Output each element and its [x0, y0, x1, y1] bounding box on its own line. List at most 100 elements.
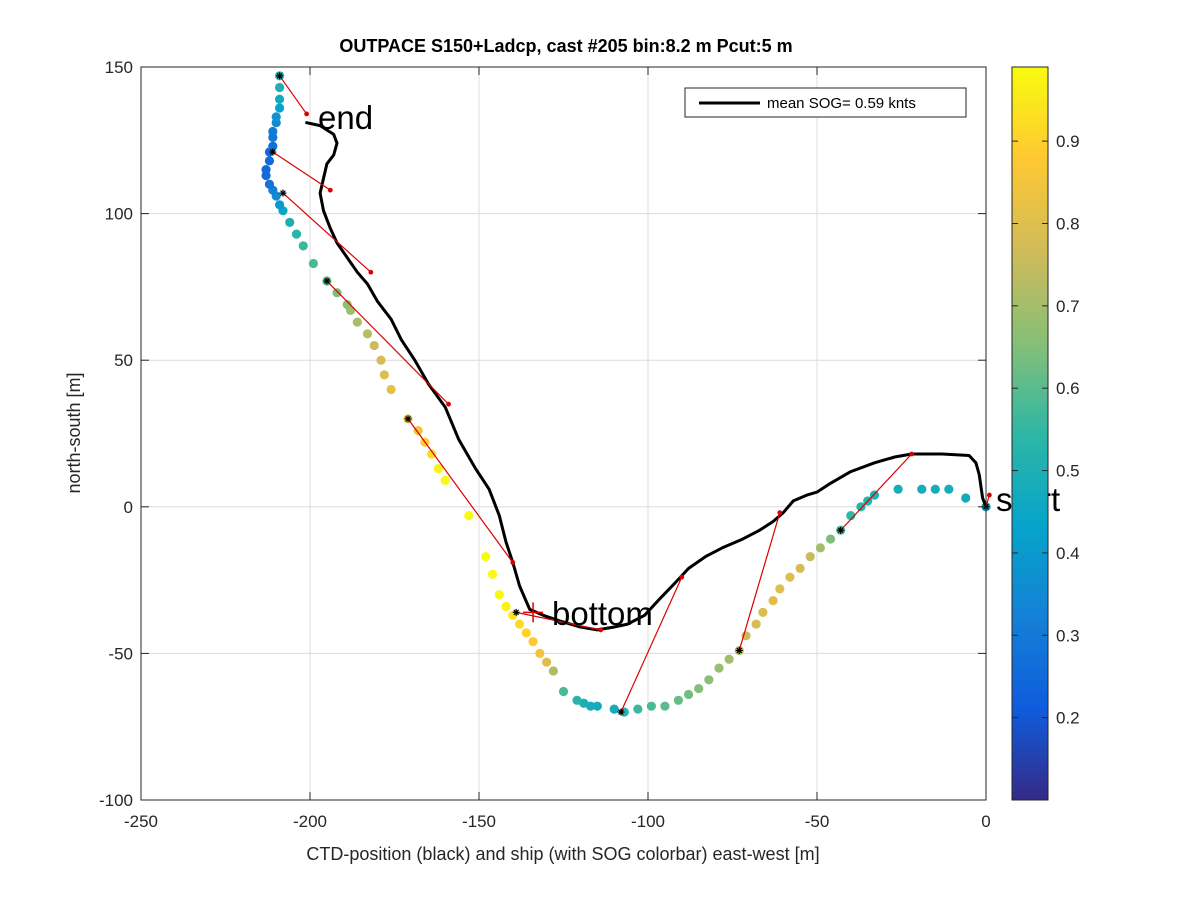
ship-point [274, 200, 285, 210]
y-tick-label: 0 [124, 498, 133, 517]
ship-point [271, 112, 281, 122]
ship-marker-stroke [269, 149, 276, 155]
connector-line [282, 192, 372, 273]
annotation-end: end [318, 99, 373, 136]
ship-point [487, 569, 498, 579]
y-axis: -100 -50 0 50 100 150 [99, 58, 986, 810]
ship-point [856, 502, 866, 512]
ship-point [572, 695, 582, 705]
ship-point [464, 510, 474, 521]
ship-point [342, 299, 352, 310]
ship-marker-stroke [618, 709, 624, 715]
ship-point [785, 572, 795, 582]
y-axis-label: north-south [m] [64, 372, 84, 493]
ship-point [298, 241, 308, 251]
ship-point [274, 94, 285, 104]
ship-marker-stroke [837, 527, 844, 534]
ship-marker [617, 708, 625, 716]
plot-frame [140, 66, 987, 801]
ship-point [694, 683, 704, 694]
connector-endpoint [909, 451, 915, 457]
legend-entry-label: mean SOG= 0.59 knts [767, 95, 916, 112]
colorbar-tick-label: 0.3 [1056, 626, 1080, 645]
ship-point [751, 619, 761, 629]
ship-point [592, 701, 602, 711]
ship-point [917, 484, 927, 494]
ship-point [427, 449, 437, 459]
x-axis-label: CTD-position (black) and ship (with SOG … [306, 844, 819, 864]
ship-point [775, 584, 785, 594]
ship-point [413, 425, 423, 436]
legend: mean SOG= 0.59 knts [684, 87, 967, 118]
connector-line [326, 280, 450, 405]
ship-point [609, 704, 619, 714]
ship-point [633, 704, 643, 714]
connector-endpoint [446, 401, 451, 407]
ship-marker-stroke [405, 415, 411, 422]
connector-endpoint [679, 574, 685, 580]
ship-marker [279, 189, 287, 197]
colorbar-tick-label: 0.5 [1056, 462, 1080, 481]
ship-point [758, 607, 768, 617]
colorbar: 0.2 0.3 0.4 0.5 0.6 0.7 0.8 0.9 [1011, 66, 1080, 801]
ship-marker [837, 526, 845, 534]
ship-point [714, 663, 724, 673]
connector-line [279, 75, 308, 115]
colorbar-tick-label: 0.7 [1056, 297, 1080, 316]
ship-marker [323, 277, 331, 285]
ship-point [386, 384, 396, 395]
ship-point [528, 637, 538, 647]
connector-endpoint [986, 492, 992, 498]
connector-line [516, 611, 601, 631]
ship-point [514, 619, 525, 629]
connector-line [407, 418, 514, 563]
ship-point [893, 484, 903, 494]
ship-point [291, 229, 302, 239]
connector-endpoint [327, 187, 333, 193]
ship-point [379, 370, 389, 380]
ship-point [332, 288, 342, 298]
ship-point [268, 126, 278, 137]
ship-point [646, 701, 656, 711]
connector-line [840, 453, 913, 531]
connector-endpoint [510, 560, 516, 565]
ship-point [724, 654, 734, 664]
ship-point [542, 657, 552, 667]
ship-point [768, 596, 778, 606]
data-layer [261, 71, 992, 717]
ship-marker [269, 148, 277, 156]
ship-point [433, 464, 444, 474]
connector-line [738, 512, 781, 651]
ship-point [961, 493, 971, 503]
ship-point [264, 156, 275, 166]
colorbar-ticks: 0.2 0.3 0.4 0.5 0.6 0.7 0.8 0.9 [1012, 132, 1080, 728]
colorbar-tick-label: 0.4 [1056, 544, 1080, 563]
ship-point [548, 666, 558, 676]
colorbar-gradient [1011, 66, 1049, 801]
colorbar-tick-label: 0.2 [1056, 709, 1080, 728]
ship-point [673, 695, 684, 705]
ship-point [535, 648, 545, 659]
ctd-position-line [305, 121, 988, 632]
ship-point [261, 165, 271, 175]
ship-point [825, 534, 836, 544]
ship-point [352, 317, 362, 327]
ship-point [944, 484, 954, 494]
connector-line [272, 151, 331, 191]
plot-area [141, 67, 986, 800]
ship-point [494, 590, 504, 600]
x-tick-label: 0 [981, 812, 990, 831]
ship-point [285, 217, 295, 227]
connector-endpoint [368, 269, 374, 275]
ship-point [704, 675, 714, 685]
annotation-bottom: bottom [552, 595, 653, 632]
ship-point [683, 689, 694, 700]
colorbar-tick-label: 0.9 [1056, 132, 1080, 151]
ship-marker [276, 72, 284, 80]
ship-point [274, 82, 285, 93]
y-tick-label: 100 [105, 205, 133, 224]
ship-marker [404, 415, 412, 423]
x-tick-label: -150 [462, 812, 496, 831]
ship-point [440, 475, 450, 486]
ship-point [869, 490, 880, 500]
